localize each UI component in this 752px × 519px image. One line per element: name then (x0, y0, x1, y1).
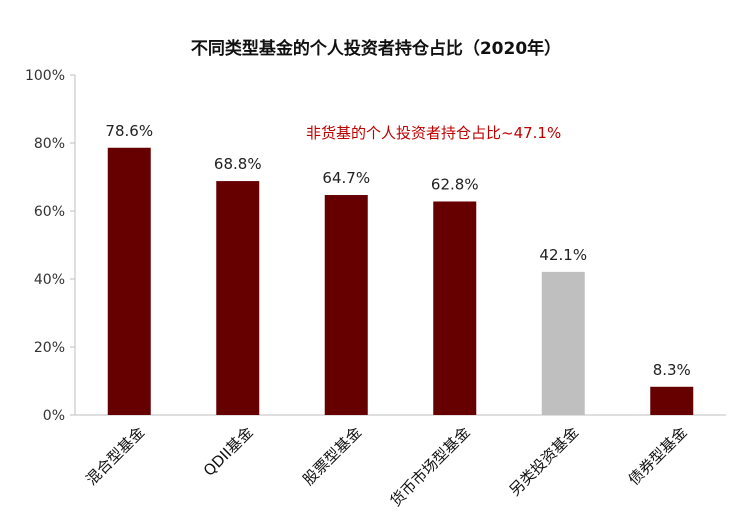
x-tick-label: 另类投资基金 (506, 423, 582, 499)
data-label: 68.8% (214, 155, 262, 173)
x-tick-label: 债券型基金 (625, 423, 691, 489)
data-label: 78.6% (105, 122, 153, 140)
x-tick-label: QDII基金 (200, 423, 257, 480)
data-label: 8.3% (653, 361, 691, 379)
y-tick-label: 40% (34, 272, 65, 288)
bar (107, 147, 151, 415)
chart-title: 不同类型基金的个人投资者持仓占比（2020年） (190, 39, 562, 59)
bar (650, 386, 694, 415)
data-label: 62.8% (431, 175, 479, 193)
annotation-text: 非货基的个人投资者持仓占比~47.1% (306, 124, 562, 142)
data-label: 42.1% (539, 246, 587, 264)
y-tick-label: 20% (34, 340, 65, 356)
bar (433, 201, 477, 415)
data-label: 64.7% (322, 169, 370, 187)
x-tick-label: 股票型基金 (299, 423, 365, 489)
y-tick-label: 100% (25, 68, 65, 84)
x-tick-label: 混合型基金 (82, 423, 148, 489)
x-tick-label: 货币市场型基金 (387, 423, 474, 510)
bar (541, 271, 585, 415)
y-tick-label: 60% (34, 204, 65, 220)
y-tick-label: 80% (34, 136, 65, 152)
bar (324, 195, 368, 415)
bar (216, 181, 260, 415)
y-tick-label: 0% (43, 408, 65, 424)
